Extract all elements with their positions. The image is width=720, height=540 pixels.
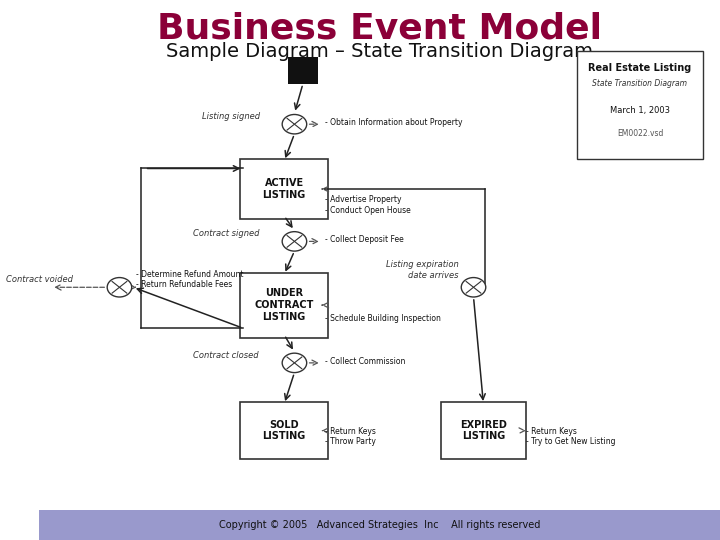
Text: Real Estate Listing: Real Estate Listing: [588, 63, 692, 73]
FancyBboxPatch shape: [240, 273, 328, 338]
Text: Listing expiration
date arrives: Listing expiration date arrives: [386, 260, 459, 280]
Text: Business Event Model: Business Event Model: [157, 11, 602, 45]
Text: - Return Keys
- Try to Get New Listing: - Return Keys - Try to Get New Listing: [526, 427, 616, 446]
Text: - Determine Refund Amount
- Return Refundable Fees: - Determine Refund Amount - Return Refun…: [137, 270, 244, 289]
Text: Listing signed: Listing signed: [202, 112, 261, 121]
Text: ACTIVE
LISTING: ACTIVE LISTING: [263, 178, 306, 200]
Text: - Schedule Building Inspection: - Schedule Building Inspection: [325, 314, 441, 323]
Text: - Collect Commission: - Collect Commission: [325, 357, 405, 366]
Text: Sample Diagram – State Transition Diagram: Sample Diagram – State Transition Diagra…: [166, 42, 593, 61]
Text: State Transition Diagram: State Transition Diagram: [593, 79, 688, 88]
FancyBboxPatch shape: [240, 402, 328, 459]
Circle shape: [107, 278, 132, 297]
Text: - Obtain Information about Property: - Obtain Information about Property: [325, 118, 462, 127]
FancyBboxPatch shape: [287, 57, 318, 84]
Text: - Return Keys
- Throw Party: - Return Keys - Throw Party: [325, 427, 376, 446]
Circle shape: [282, 353, 307, 373]
Circle shape: [282, 232, 307, 251]
Text: SOLD
LISTING: SOLD LISTING: [263, 420, 306, 442]
FancyBboxPatch shape: [441, 402, 526, 459]
FancyBboxPatch shape: [39, 510, 720, 540]
Text: March 1, 2003: March 1, 2003: [610, 106, 670, 115]
Text: Copyright © 2005   Advanced Strategies  Inc    All rights reserved: Copyright © 2005 Advanced Strategies Inc…: [219, 521, 540, 530]
Text: Contract voided: Contract voided: [6, 275, 73, 284]
FancyBboxPatch shape: [577, 51, 703, 159]
Text: EXPIRED
LISTING: EXPIRED LISTING: [460, 420, 507, 442]
Text: - Collect Deposit Fee: - Collect Deposit Fee: [325, 235, 404, 244]
Text: Contract closed: Contract closed: [194, 351, 259, 360]
Text: EM0022.vsd: EM0022.vsd: [617, 130, 663, 138]
FancyBboxPatch shape: [240, 159, 328, 219]
Text: UNDER
CONTRACT
LISTING: UNDER CONTRACT LISTING: [255, 288, 314, 322]
Text: Contract signed: Contract signed: [192, 230, 259, 238]
Circle shape: [282, 114, 307, 134]
Text: - Advertise Property
- Conduct Open House: - Advertise Property - Conduct Open Hous…: [325, 195, 411, 215]
Circle shape: [462, 278, 486, 297]
